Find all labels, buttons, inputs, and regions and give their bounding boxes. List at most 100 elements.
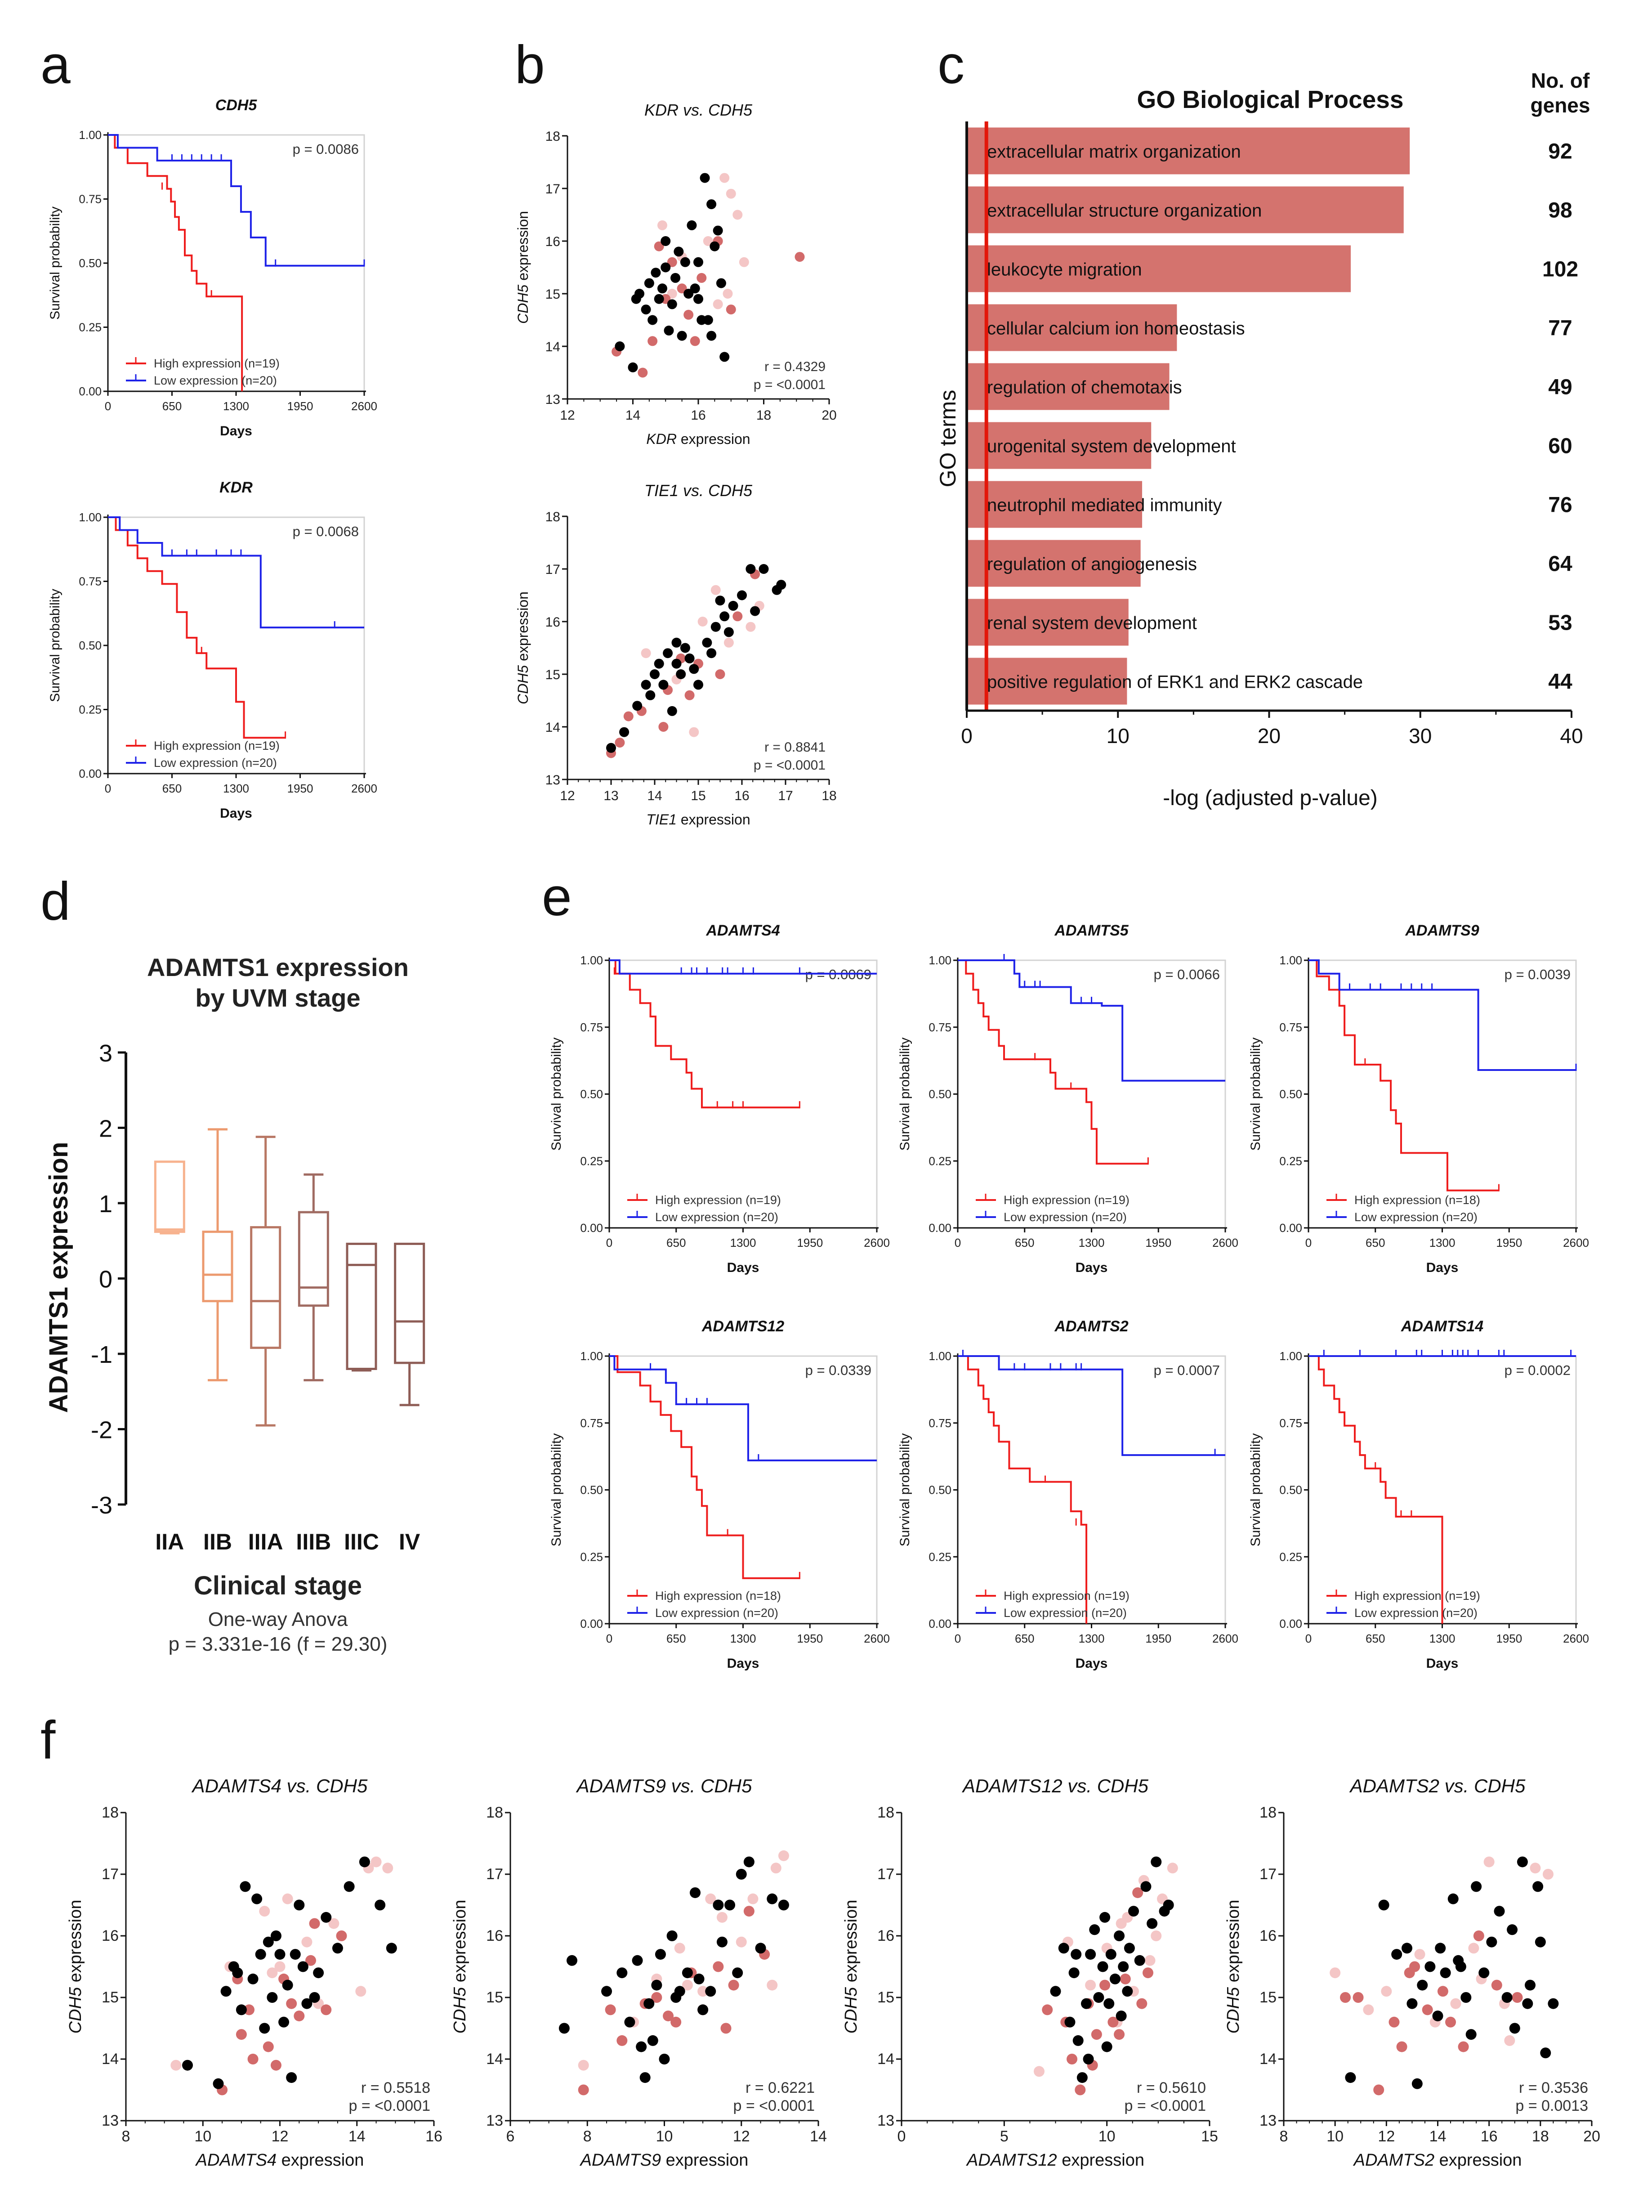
y-tick-label: 0.50 — [929, 1088, 951, 1101]
y-tick-label: 13 — [877, 2112, 894, 2129]
data-point — [616, 1967, 628, 1979]
data-point — [715, 596, 725, 606]
data-point — [724, 1899, 736, 1911]
x-tick-label: 1950 — [1145, 1632, 1171, 1645]
y-tick-label: 16 — [486, 1927, 503, 1944]
data-point — [670, 2016, 682, 2028]
data-point — [720, 2023, 732, 2034]
survival-curve-high — [958, 959, 1148, 1165]
data-point — [643, 1998, 655, 2009]
chart-title: KDR vs. CDH5 — [644, 101, 753, 119]
x-tick-label: 650 — [1015, 1236, 1034, 1249]
data-point — [1548, 1998, 1559, 2009]
data-point — [628, 362, 638, 372]
data-point — [654, 294, 664, 304]
go-bar — [967, 245, 1351, 292]
data-point — [747, 1893, 759, 1904]
data-point — [693, 1973, 705, 1984]
data-point — [251, 1893, 263, 1904]
data-point — [558, 2023, 570, 2034]
chart-title: TIE1 vs. CDH5 — [644, 481, 753, 500]
y-tick-label: 0.25 — [1279, 1154, 1302, 1168]
title-vs: vs. — [1063, 1775, 1097, 1796]
gene-count: 44 — [1548, 670, 1572, 694]
y-tick-label: 0.50 — [929, 1483, 951, 1497]
legend-label: High expression (n=19) — [655, 1193, 781, 1207]
data-point — [1076, 2072, 1088, 2083]
y-tick-label: 18 — [545, 510, 560, 524]
data-point — [736, 1936, 747, 1948]
survival-plot-adamts12: ADAMTS12 0.00 0.25 0.50 0.75 1.00 0 650 1300 1950… — [549, 1318, 890, 1671]
title-vs: vs. — [1439, 1775, 1474, 1796]
x-axis-label: Days — [1076, 1656, 1108, 1671]
x-tick-label: 0 — [961, 724, 973, 748]
data-point — [328, 1918, 339, 1929]
data-point — [689, 664, 699, 674]
data-point — [1391, 1949, 1402, 1960]
x-tick-label: 650 — [162, 782, 182, 795]
survival-plot-kdr: KDR 0.00 0.25 0.50 0.75 1.00 0 650 1300 1950 2600 D… — [48, 479, 377, 821]
data-point — [1468, 1943, 1479, 1954]
data-point — [1147, 1918, 1158, 1929]
x-axis-gene: ADAMTS12 — [966, 2151, 1057, 2170]
x-tick-label: 20 — [1258, 724, 1281, 748]
survival-curve-low — [958, 959, 1225, 1082]
data-point — [624, 2016, 635, 2028]
title-gene-x: ADAMTS2 — [1349, 1775, 1439, 1796]
data-point — [1042, 2004, 1053, 2015]
data-point — [1435, 1943, 1446, 1954]
title-gene-x: TIE1 — [644, 481, 679, 500]
survival-plot-adamts4: ADAMTS4 0.00 0.25 0.50 0.75 1.00 0 650 1300 1950 2… — [549, 922, 890, 1275]
chart-title: ADAMTS9 vs. CDH5 — [576, 1775, 752, 1796]
y-tick-label: -1 — [91, 1341, 112, 1368]
data-point — [182, 2060, 193, 2071]
p-value: p = 0.0086 — [293, 141, 359, 157]
y-tick-label: 13 — [545, 392, 560, 407]
data-point — [375, 1899, 386, 1911]
y-tick-label: 13 — [1259, 2112, 1277, 2129]
data-point — [355, 1986, 366, 1997]
y-tick-label: 0.75 — [580, 1021, 603, 1034]
data-point — [213, 2078, 224, 2089]
x-tick-label: 8 — [122, 2128, 130, 2145]
data-point — [1471, 1881, 1482, 1892]
data-point — [1134, 1955, 1145, 1966]
y-axis-gene: CDH5 — [515, 285, 531, 324]
x-tick-label: 14 — [647, 788, 662, 803]
data-point — [726, 188, 736, 199]
x-tick-label: IIIA — [248, 1529, 283, 1554]
y-tick-label: 15 — [486, 1989, 503, 2006]
y-tick-label: 16 — [877, 1927, 894, 1944]
scatter-adamts2-vs-cdh5: ADAMTS2 vs. CDH5 13 14 15 16 17 18 8 10 12 14 16 18 2… — [1224, 1775, 1600, 2170]
x-tick-label: 1300 — [1079, 1236, 1105, 1249]
legend-label: High expression (n=19) — [154, 357, 280, 370]
data-point — [641, 680, 651, 690]
data-point — [344, 1881, 355, 1892]
y-axis-label: CDH5 expression — [515, 211, 531, 324]
x-tick-label: 650 — [1366, 1632, 1385, 1645]
survival-curve-high — [108, 516, 286, 739]
data-point — [1085, 1979, 1096, 1991]
chart-title: ADAMTS2 vs. CDH5 — [1349, 1775, 1526, 1796]
go-bar — [967, 127, 1410, 175]
data-point — [638, 367, 648, 378]
x-tick-label: 6 — [506, 2128, 515, 2145]
data-point — [274, 1949, 286, 1960]
data-point — [267, 1992, 278, 2003]
chart-title: ADAMTS4 vs. CDH5 — [191, 1775, 368, 1796]
x-tick-label: 0 — [897, 2128, 906, 2145]
data-point — [259, 1906, 270, 1917]
y-tick-label: 13 — [545, 773, 560, 788]
data-point — [278, 2016, 290, 2028]
y-tick-label: 0.50 — [79, 256, 102, 270]
data-point — [1103, 1998, 1115, 2009]
gene-count: 98 — [1548, 199, 1572, 223]
data-point — [700, 173, 710, 183]
chart-title: ADAMTS2 — [1054, 1318, 1128, 1335]
y-axis-suffix: expression — [451, 1900, 469, 1987]
y-tick-label: 17 — [877, 1866, 894, 1883]
y-tick-label: 14 — [486, 2051, 503, 2068]
x-tick-label: 14 — [810, 2128, 827, 2145]
data-point — [795, 252, 805, 262]
survival-curve-low — [108, 516, 364, 629]
